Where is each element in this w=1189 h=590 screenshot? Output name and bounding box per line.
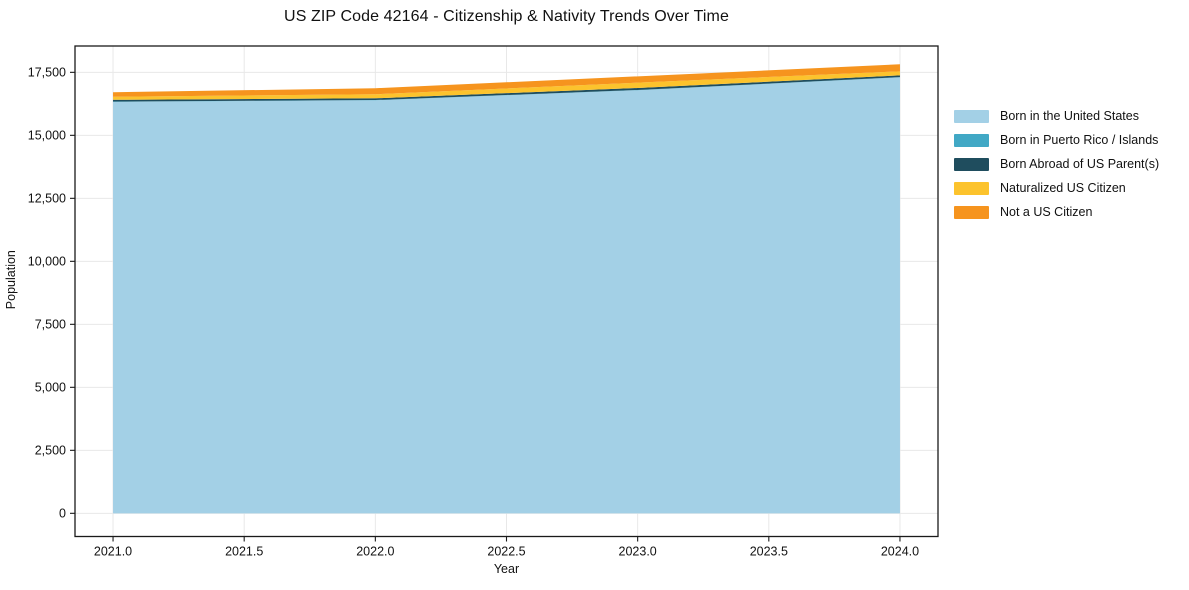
legend-swatch-born-in-the-united-states bbox=[954, 109, 989, 123]
y-tick-label: 15,000 bbox=[28, 129, 66, 143]
area-series-born-in-the-united-states bbox=[113, 77, 900, 514]
legend-swatch-naturalized-us-citizen bbox=[954, 181, 989, 195]
x-tick-label: 2024.0 bbox=[881, 545, 919, 559]
x-tick-label: 2023.0 bbox=[619, 545, 657, 559]
y-tick-label: 10,000 bbox=[28, 255, 66, 269]
legend-swatch-born-abroad-of-us-parent-s bbox=[954, 157, 989, 171]
y-tick-label: 7,500 bbox=[35, 318, 66, 332]
legend-item-born-in-puerto-rico-islands: Born in Puerto Rico / Islands bbox=[954, 128, 1159, 152]
legend-swatch-born-in-puerto-rico-islands bbox=[954, 133, 989, 147]
x-axis-title: Year bbox=[494, 562, 519, 576]
legend-item-naturalized-us-citizen: Naturalized US Citizen bbox=[954, 176, 1159, 200]
x-tick-label: 2022.0 bbox=[356, 545, 394, 559]
y-tick-label: 0 bbox=[59, 507, 66, 521]
legend-label-born-in-puerto-rico-islands: Born in Puerto Rico / Islands bbox=[1000, 133, 1159, 147]
chart-legend: Born in the United States Born in Puerto … bbox=[954, 104, 1159, 224]
legend-item-born-abroad-of-us-parent-s: Born Abroad of US Parent(s) bbox=[954, 152, 1159, 176]
legend-label-naturalized-us-citizen: Naturalized US Citizen bbox=[1000, 181, 1126, 195]
chart-title: US ZIP Code 42164 - Citizenship & Nativi… bbox=[284, 8, 729, 25]
y-tick-label: 12,500 bbox=[28, 192, 66, 206]
y-tick-label: 17,500 bbox=[28, 66, 66, 80]
area-series-not-a-us-citizen bbox=[113, 64, 900, 97]
legend-item-born-in-the-united-states: Born in the United States bbox=[954, 104, 1159, 128]
legend-swatch-not-a-us-citizen bbox=[954, 205, 989, 219]
y-tick-label: 2,500 bbox=[35, 444, 66, 458]
area-series-naturalized-us-citizen bbox=[113, 71, 900, 100]
y-axis-title: Population bbox=[4, 250, 18, 309]
legend-label-born-in-the-united-states: Born in the United States bbox=[1000, 109, 1139, 123]
x-tick-label: 2022.5 bbox=[487, 545, 525, 559]
legend-label-not-a-us-citizen: Not a US Citizen bbox=[1000, 205, 1093, 219]
y-tick-label: 5,000 bbox=[35, 381, 66, 395]
x-tick-label: 2021.5 bbox=[225, 545, 263, 559]
legend-item-not-a-us-citizen: Not a US Citizen bbox=[954, 200, 1159, 224]
x-tick-label: 2021.0 bbox=[94, 545, 132, 559]
x-tick-label: 2023.5 bbox=[750, 545, 788, 559]
legend-label-born-abroad-of-us-parent-s: Born Abroad of US Parent(s) bbox=[1000, 157, 1160, 171]
